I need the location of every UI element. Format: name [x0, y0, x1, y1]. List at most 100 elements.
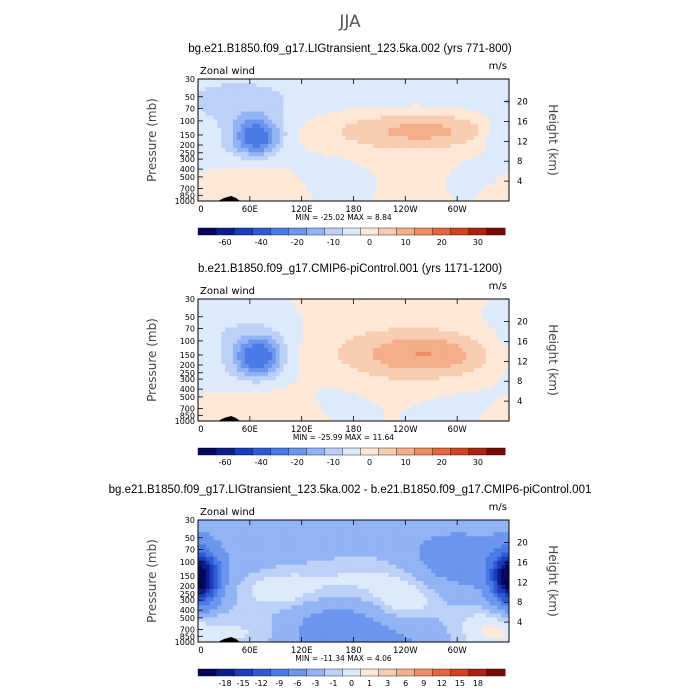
contour-cell	[384, 368, 389, 373]
contour-cell	[217, 91, 222, 96]
contour-cell	[314, 384, 319, 389]
contour-cell	[415, 148, 420, 153]
contour-cell	[295, 180, 300, 186]
contour-cell	[431, 188, 436, 194]
contour-cell	[462, 103, 467, 108]
contour-cell	[334, 323, 339, 328]
contour-cell	[458, 144, 463, 149]
contour-cell	[376, 79, 382, 84]
contour-cell	[283, 103, 288, 108]
contour-cell	[252, 303, 257, 308]
contour-cell	[396, 299, 401, 304]
contour-cell	[357, 319, 362, 324]
contour-cell	[404, 176, 409, 181]
contour-cell	[279, 400, 284, 406]
contour-cell	[481, 87, 486, 92]
lon-tick-label: 180	[345, 425, 361, 435]
contour-cell	[419, 140, 424, 145]
contour-cell	[306, 119, 312, 125]
contour-cell	[501, 196, 506, 202]
contour-cell	[388, 323, 393, 328]
contour-cell	[205, 115, 210, 120]
contour-cell	[232, 152, 238, 157]
contour-cell	[256, 164, 261, 169]
contour-cell	[477, 376, 483, 381]
contour-cell	[505, 140, 510, 145]
contour-cell	[198, 79, 203, 84]
contour-cell	[232, 380, 238, 385]
contour-cell	[493, 95, 498, 100]
contour-cell	[213, 412, 218, 418]
contour-cell	[349, 400, 354, 406]
contour-cell	[345, 372, 350, 377]
contour-cell	[314, 91, 319, 96]
contour-cell	[376, 83, 382, 88]
contour-cell	[446, 303, 451, 308]
contour-cell	[446, 343, 451, 349]
contour-cell	[400, 335, 405, 340]
contour-cell	[435, 335, 440, 340]
contour-cell	[322, 184, 327, 190]
contour-cell	[369, 315, 374, 320]
contour-cell	[446, 192, 451, 198]
contour-cell	[357, 127, 362, 133]
contour-cell	[462, 135, 467, 141]
contour-cell	[357, 135, 362, 141]
contour-cell	[213, 184, 218, 190]
contour-cell	[419, 144, 424, 149]
contour-cell	[334, 408, 339, 414]
contour-cell	[400, 368, 405, 373]
contour-cell	[318, 79, 323, 84]
contour-cell	[318, 376, 323, 381]
contour-cell	[302, 404, 308, 410]
contour-cell	[310, 347, 315, 353]
contour-cell	[505, 351, 510, 357]
contour-cell	[306, 135, 312, 141]
contour-cell	[501, 131, 506, 137]
colorbar-label: -20	[291, 458, 304, 467]
contour-cell	[442, 364, 448, 369]
contour-cell	[407, 103, 413, 108]
contour-cell	[326, 351, 331, 357]
contour-cell	[248, 192, 253, 198]
contour-cell	[341, 380, 347, 385]
contour-cell	[353, 172, 358, 177]
contour-cell	[384, 299, 389, 304]
contour-cell	[454, 311, 459, 316]
contour-cell	[252, 364, 257, 369]
contour-cell	[264, 343, 269, 349]
contour-cell	[439, 323, 444, 328]
contour-cell	[454, 148, 459, 153]
contour-cell	[275, 404, 280, 410]
contour-cell	[310, 160, 315, 165]
contour-cell	[427, 160, 432, 165]
contour-cell	[369, 396, 374, 401]
contour-cell	[365, 408, 370, 414]
contour-cell	[466, 188, 471, 194]
contour-cell	[474, 380, 479, 385]
contour-cell	[213, 355, 218, 361]
contour-cell	[217, 323, 222, 328]
contour-cell	[384, 87, 389, 92]
contour-cell	[462, 156, 467, 161]
contour-cell	[439, 311, 444, 316]
contour-cell	[400, 347, 405, 353]
contour-cell	[376, 408, 382, 414]
contour-cell	[353, 355, 358, 361]
contour-cell	[225, 372, 230, 377]
contour-cell	[213, 164, 218, 169]
contour-cell	[404, 103, 409, 108]
contour-cell	[493, 127, 498, 133]
contour-cell	[407, 79, 413, 84]
contour-cell	[365, 79, 370, 84]
contour-cell	[466, 347, 471, 353]
contour-cell	[477, 87, 483, 92]
contour-cell	[299, 123, 304, 129]
contour-cell	[256, 331, 261, 336]
contour-cell	[256, 196, 261, 202]
contour-cell	[497, 299, 502, 304]
contour-cell	[407, 315, 413, 320]
contour-cell	[318, 87, 323, 92]
contour-cell	[299, 91, 304, 96]
contour-cell	[462, 140, 467, 145]
